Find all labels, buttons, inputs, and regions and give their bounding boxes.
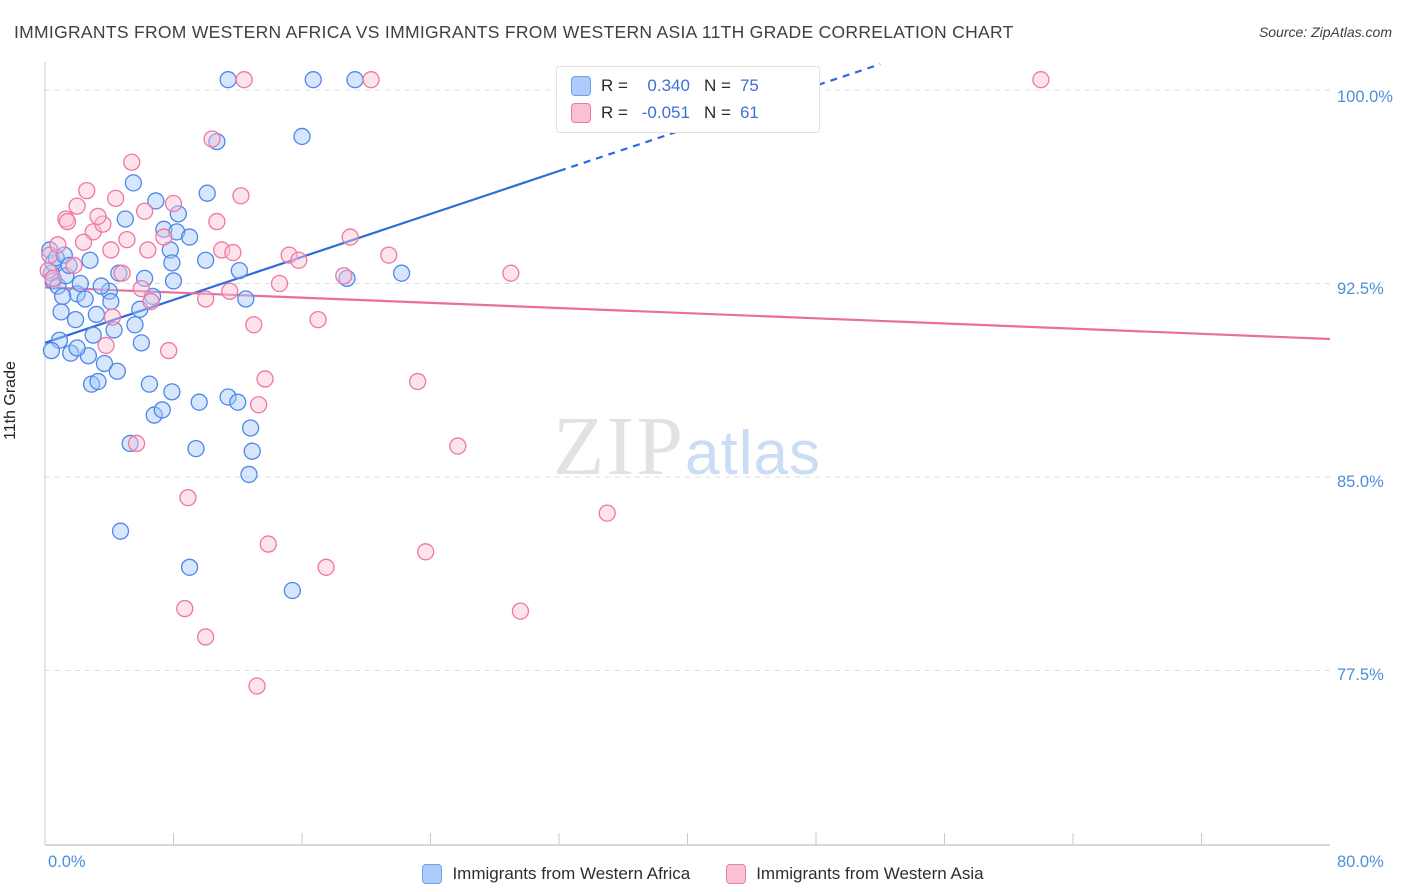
stats-row-western-africa: R = 0.340 N = 75 [571,76,805,96]
r-label: R = [601,76,628,95]
series-legend: Immigrants from Western Africa Immigrant… [0,864,1406,884]
legend-label: Immigrants from Western Africa [452,864,691,883]
x-axis-max-label: 80.0% [1337,853,1384,871]
correlation-stats-box: R = 0.340 N = 75 R = -0.051 N = 61 [556,66,820,133]
r-label: R = [601,103,628,122]
page-title: IMMIGRANTS FROM WESTERN AFRICA VS IMMIGR… [14,22,1014,42]
y-tick-label-85: 85.0% [1337,473,1384,491]
y-tick-label-100: 100.0% [1337,88,1393,106]
legend-item-western-asia: Immigrants from Western Asia [726,864,984,884]
source-link[interactable]: Source: ZipAtlas.com [1258,24,1392,40]
western-africa-swatch [571,76,591,96]
n-value: 75 [739,76,759,95]
n-label: N = [703,76,731,95]
r-value: 0.340 [647,76,690,95]
legend-item-western-africa: Immigrants from Western Africa [422,864,690,884]
legend-label: Immigrants from Western Asia [756,864,984,883]
western-asia-swatch [571,103,591,123]
r-value: -0.051 [641,103,690,122]
n-value: 61 [739,103,759,122]
n-label: N = [703,103,731,122]
stats-row-western-asia: R = -0.051 N = 61 [571,103,805,123]
y-tick-label-92-5: 92.5% [1337,280,1384,298]
western-asia-swatch [726,864,747,884]
x-axis-min-label: 0.0% [48,853,86,871]
y-tick-label-77-5: 77.5% [1337,666,1384,684]
western-africa-swatch [422,864,443,884]
